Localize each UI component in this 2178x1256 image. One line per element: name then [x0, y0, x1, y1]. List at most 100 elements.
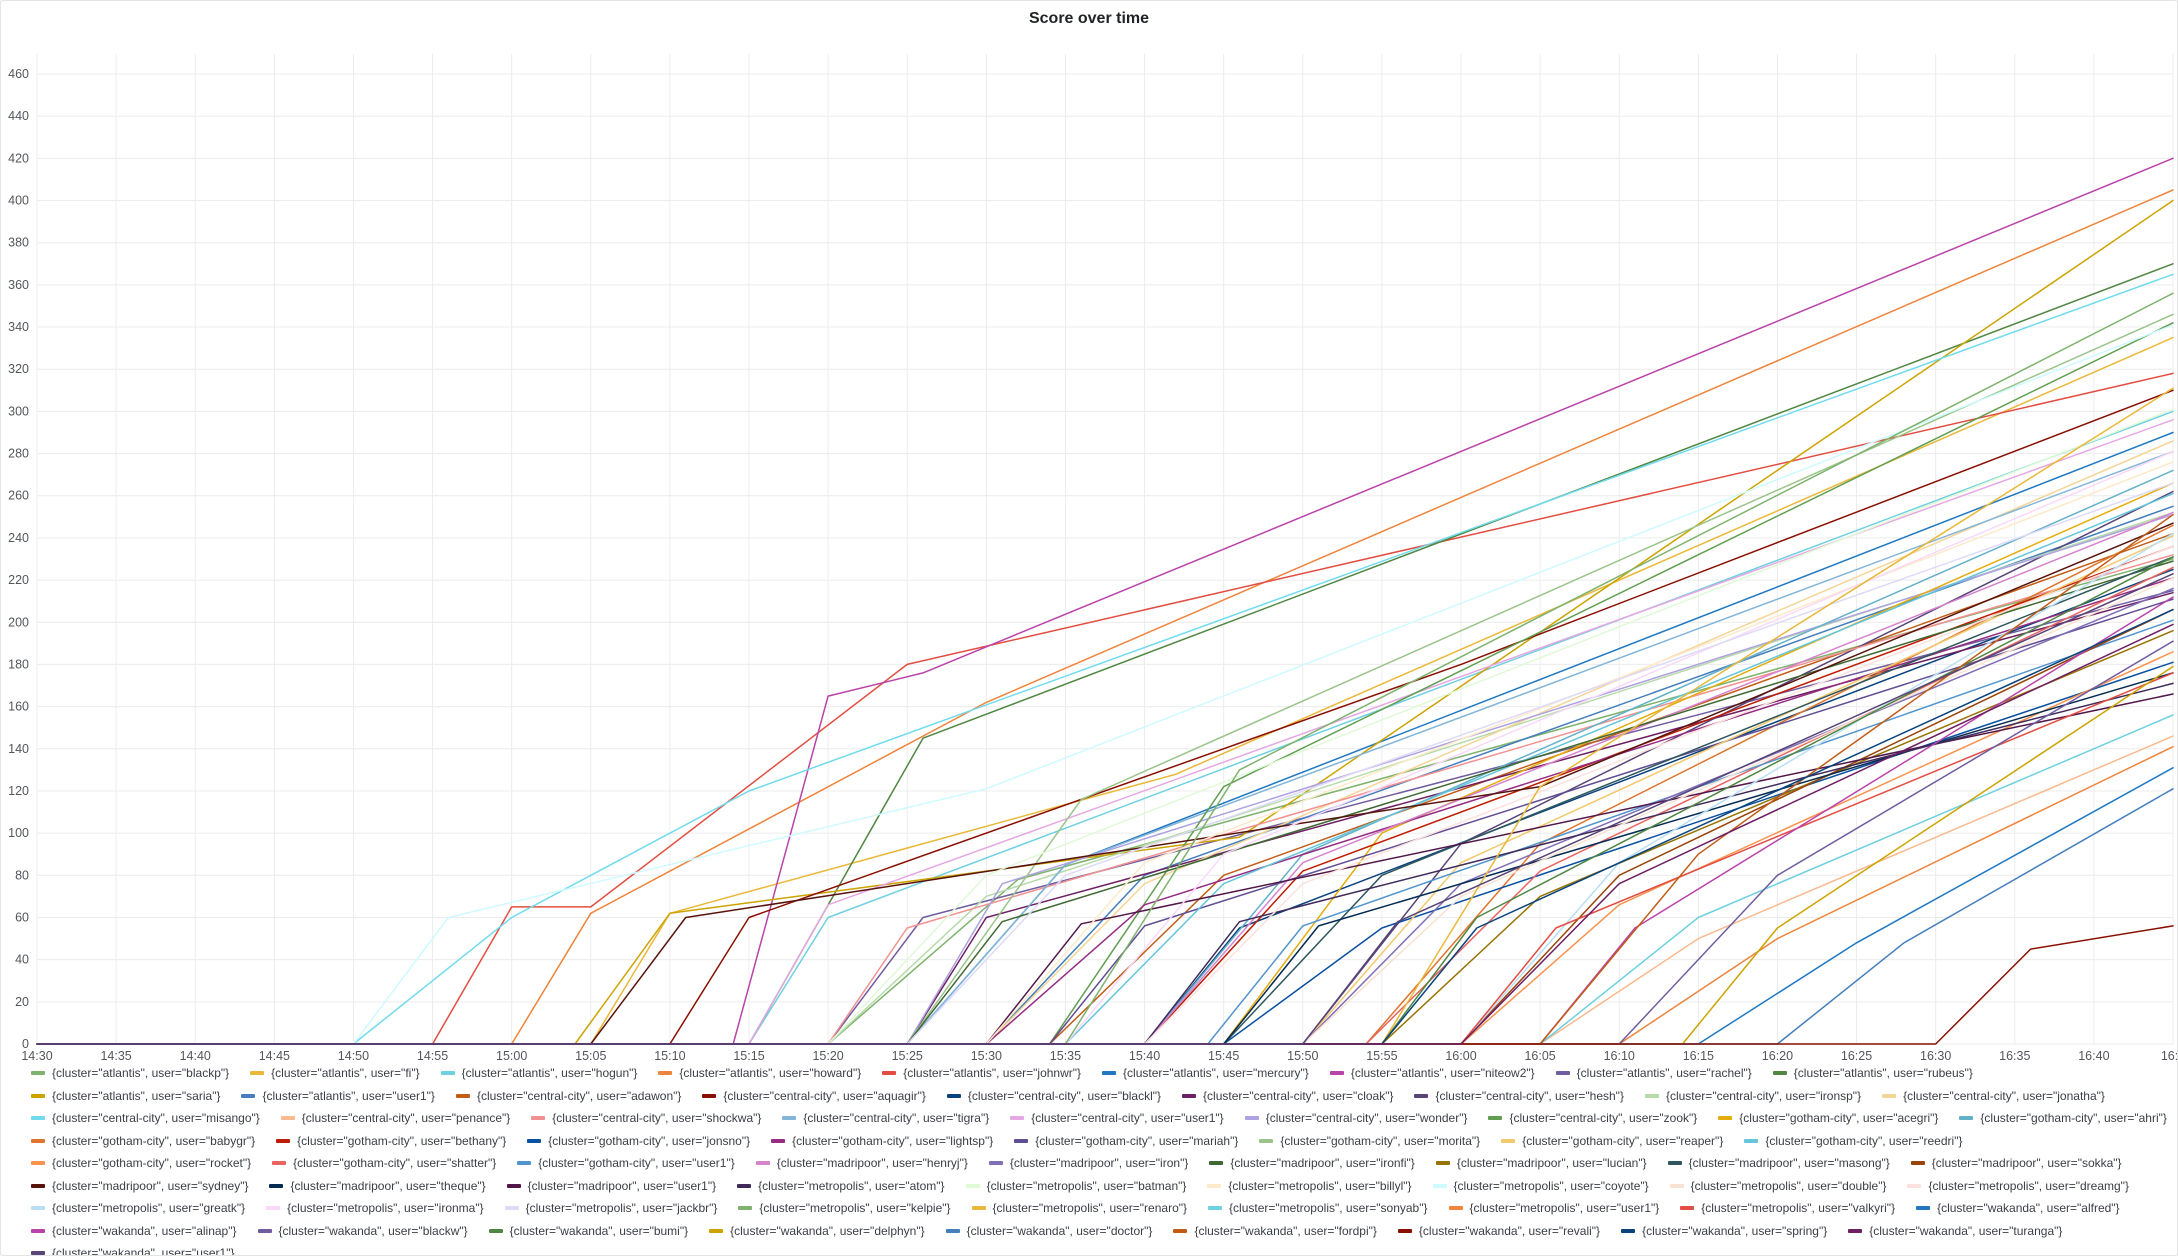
legend-item-metropolis-coyote[interactable]: {cluster="metropolis", user="coyote"}	[1432, 1178, 1649, 1195]
legend-item-gotham-city-morita[interactable]: {cluster="gotham-city", user="morita"}	[1259, 1133, 1480, 1150]
legend-swatch	[31, 1183, 45, 1188]
y-tick-label: 460	[8, 67, 29, 81]
legend-item-wakanda-alfred[interactable]: {cluster="wakanda", user="alfred"}	[1916, 1200, 2120, 1217]
legend-label: {cluster="gotham-city", user="lightsp"}	[792, 1133, 994, 1148]
legend-swatch	[658, 1071, 673, 1076]
legend-item-gotham-city-acegri[interactable]: {cluster="gotham-city", user="acegri"}	[1718, 1110, 1938, 1127]
y-tick-label: 40	[15, 953, 29, 967]
legend-item-metropolis-ironma[interactable]: {cluster="metropolis", user="ironma"}	[266, 1200, 484, 1217]
legend-item-metropolis-jackbr[interactable]: {cluster="metropolis", user="jackbr"}	[504, 1200, 717, 1217]
y-tick-label: 320	[8, 362, 29, 376]
legend-item-central-city-tigra[interactable]: {cluster="central-city", user="tigra"}	[782, 1110, 989, 1127]
legend-swatch	[971, 1206, 986, 1211]
legend-item-central-city-shockwa[interactable]: {cluster="central-city", user="shockwa"}	[531, 1110, 761, 1127]
legend-item-madripoor-lucian[interactable]: {cluster="madripoor", user="lucian"}	[1435, 1155, 1647, 1172]
legend-item-gotham-city-ahri[interactable]: {cluster="gotham-city", user="ahri"}	[1959, 1110, 2167, 1127]
legend-item-madripoor-theque[interactable]: {cluster="madripoor", user="theque"}	[269, 1178, 486, 1195]
legend-label: {cluster="central-city", user="aquagir"}	[723, 1088, 926, 1103]
legend-item-metropolis-billyl[interactable]: {cluster="metropolis", user="billyl"}	[1207, 1178, 1412, 1195]
legend-swatch	[31, 1251, 45, 1255]
legend-item-metropolis-valkyri[interactable]: {cluster="metropolis", user="valkyri"}	[1680, 1200, 1895, 1217]
legend-item-atlantis-rachel[interactable]: {cluster="atlantis", user="rachel"}	[1555, 1065, 1752, 1082]
legend-item-central-city-blackl[interactable]: {cluster="central-city", user="blackl"}	[946, 1088, 1161, 1105]
legend-item-madripoor-sydney[interactable]: {cluster="madripoor", user="sydney"}	[31, 1178, 248, 1195]
legend-item-gotham-city-user1[interactable]: {cluster="gotham-city", user="user1"}	[517, 1155, 735, 1172]
x-tick-label: 15:55	[1366, 1049, 1397, 1063]
legend-item-central-city-hesh[interactable]: {cluster="central-city", user="hesh"}	[1414, 1088, 1624, 1105]
legend-item-metropolis-atom[interactable]: {cluster="metropolis", user="atom"}	[737, 1178, 945, 1195]
legend-item-atlantis-johnwr[interactable]: {cluster="atlantis", user="johnwr"}	[882, 1065, 1081, 1082]
legend-item-atlantis-fi[interactable]: {cluster="atlantis", user="fi"}	[250, 1065, 420, 1082]
legend-item-atlantis-mercury[interactable]: {cluster="atlantis", user="mercury"}	[1102, 1065, 1309, 1082]
legend-swatch	[517, 1161, 532, 1166]
legend-label: {cluster="wakanda", user="alfred"}	[1937, 1201, 2120, 1216]
legend-item-central-city-cloak[interactable]: {cluster="central-city", user="cloak"}	[1182, 1088, 1393, 1105]
legend-item-atlantis-niteow2[interactable]: {cluster="atlantis", user="niteow2"}	[1329, 1065, 1535, 1082]
legend-label: {cluster="atlantis", user="user1"}	[262, 1088, 435, 1103]
legend-item-metropolis-dreamg[interactable]: {cluster="metropolis", user="dreamg"}	[1907, 1178, 2129, 1195]
legend-item-gotham-city-reaper[interactable]: {cluster="gotham-city", user="reaper"}	[1501, 1133, 1723, 1150]
legend-item-central-city-jonatha[interactable]: {cluster="central-city", user="jonatha"}	[1882, 1088, 2105, 1105]
legend-item-metropolis-kelpie[interactable]: {cluster="metropolis", user="kelpie"}	[738, 1200, 951, 1217]
legend-item-gotham-city-rocket[interactable]: {cluster="gotham-city", user="rocket"}	[31, 1155, 251, 1172]
legend-label: {cluster="madripoor", user="user1"}	[527, 1178, 717, 1193]
legend-item-madripoor-ironfi[interactable]: {cluster="madripoor", user="ironfi"}	[1209, 1155, 1415, 1172]
legend-item-gotham-city-mariah[interactable]: {cluster="gotham-city", user="mariah"}	[1014, 1133, 1238, 1150]
legend-item-gotham-city-reedri[interactable]: {cluster="gotham-city", user="reedri"}	[1744, 1133, 1962, 1150]
legend-item-gotham-city-lightsp[interactable]: {cluster="gotham-city", user="lightsp"}	[771, 1133, 993, 1150]
legend-item-wakanda-doctor[interactable]: {cluster="wakanda", user="doctor"}	[945, 1223, 1152, 1240]
legend-item-wakanda-revali[interactable]: {cluster="wakanda", user="revali"}	[1397, 1223, 1600, 1240]
legend-item-madripoor-sokka[interactable]: {cluster="madripoor", user="sokka"}	[1910, 1155, 2122, 1172]
legend-item-madripoor-masong[interactable]: {cluster="madripoor", user="masong"}	[1667, 1155, 1890, 1172]
legend-item-atlantis-user1[interactable]: {cluster="atlantis", user="user1"}	[241, 1088, 435, 1105]
legend-item-atlantis-blackp[interactable]: {cluster="atlantis", user="blackp"}	[31, 1065, 229, 1082]
legend-item-metropolis-sonyab[interactable]: {cluster="metropolis", user="sonyab"}	[1208, 1200, 1428, 1217]
legend-item-central-city-misango[interactable]: {cluster="central-city", user="misango"}	[31, 1110, 260, 1127]
chart-plot-area[interactable]	[37, 54, 2173, 1044]
legend-item-central-city-penance[interactable]: {cluster="central-city", user="penance"}	[280, 1110, 510, 1127]
legend-item-madripoor-henryj[interactable]: {cluster="madripoor", user="henryj"}	[755, 1155, 968, 1172]
x-tick-label: 16:15	[1683, 1049, 1714, 1063]
legend-item-wakanda-alinap[interactable]: {cluster="wakanda", user="alinap"}	[31, 1223, 237, 1240]
legend-item-central-city-wonder[interactable]: {cluster="central-city", user="wonder"}	[1244, 1110, 1467, 1127]
legend-item-wakanda-user1[interactable]: {cluster="wakanda", user="user1"}	[31, 1245, 234, 1255]
legend-item-central-city-zook[interactable]: {cluster="central-city", user="zook"}	[1488, 1110, 1697, 1127]
legend-item-wakanda-turanga[interactable]: {cluster="wakanda", user="turanga"}	[1848, 1223, 2062, 1240]
legend-item-gotham-city-bethany[interactable]: {cluster="gotham-city", user="bethany"}	[276, 1133, 506, 1150]
legend-item-gotham-city-babygr[interactable]: {cluster="gotham-city", user="babygr"}	[31, 1133, 255, 1150]
legend-item-central-city-aquagir[interactable]: {cluster="central-city", user="aquagir"}	[702, 1088, 926, 1105]
legend-item-atlantis-howard[interactable]: {cluster="atlantis", user="howard"}	[658, 1065, 861, 1082]
legend-label: {cluster="atlantis", user="blackp"}	[52, 1066, 230, 1081]
legend-item-madripoor-iron[interactable]: {cluster="madripoor", user="iron"}	[988, 1155, 1188, 1172]
legend-item-atlantis-saria[interactable]: {cluster="atlantis", user="saria"}	[31, 1088, 220, 1105]
legend-label: {cluster="metropolis", user="renaro"}	[992, 1201, 1188, 1216]
legend-swatch	[1432, 1183, 1447, 1188]
legend-item-gotham-city-shatter[interactable]: {cluster="gotham-city", user="shatter"}	[272, 1155, 496, 1172]
legend-item-atlantis-hogun[interactable]: {cluster="atlantis", user="hogun"}	[440, 1065, 637, 1082]
legend-item-central-city-ironsp[interactable]: {cluster="central-city", user="ironsp"}	[1644, 1088, 1861, 1105]
legend-item-wakanda-delphyn[interactable]: {cluster="wakanda", user="delphyn"}	[709, 1223, 925, 1240]
legend-item-metropolis-renaro[interactable]: {cluster="metropolis", user="renaro"}	[971, 1200, 1188, 1217]
legend-label: {cluster="wakanda", user="blackw"}	[278, 1223, 468, 1238]
legend-label: {cluster="wakanda", user="bumi"}	[509, 1223, 689, 1238]
legend-label: {cluster="metropolis", user="sonyab"}	[1229, 1201, 1428, 1216]
legend-swatch	[272, 1161, 287, 1166]
legend-item-wakanda-spring[interactable]: {cluster="wakanda", user="spring"}	[1621, 1223, 1827, 1240]
legend-item-metropolis-greatk[interactable]: {cluster="metropolis", user="greatk"}	[31, 1200, 245, 1217]
legend-item-central-city-user1[interactable]: {cluster="central-city", user="user1"}	[1010, 1110, 1224, 1127]
legend-label: {cluster="metropolis", user="greatk"}	[52, 1201, 246, 1216]
legend-item-wakanda-blackw[interactable]: {cluster="wakanda", user="blackw"}	[257, 1223, 468, 1240]
legend-item-atlantis-rubeus[interactable]: {cluster="atlantis", user="rubeus"}	[1772, 1065, 1973, 1082]
panel-title[interactable]: Score over time	[1028, 10, 1150, 27]
legend-swatch	[1916, 1206, 1931, 1211]
legend-label: {cluster="madripoor", user="sokka"}	[1931, 1156, 2122, 1171]
legend-item-central-city-adawon[interactable]: {cluster="central-city", user="adawon"}	[455, 1088, 681, 1105]
legend-item-madripoor-user1[interactable]: {cluster="madripoor", user="user1"}	[506, 1178, 717, 1195]
legend-item-wakanda-fordpi[interactable]: {cluster="wakanda", user="fordpi"}	[1173, 1223, 1377, 1240]
legend-item-gotham-city-jonsno[interactable]: {cluster="gotham-city", user="jonsno"}	[527, 1133, 750, 1150]
legend-item-metropolis-batman[interactable]: {cluster="metropolis", user="batman"}	[965, 1178, 1186, 1195]
legend-item-wakanda-bumi[interactable]: {cluster="wakanda", user="bumi"}	[488, 1223, 689, 1240]
legend-item-metropolis-user1[interactable]: {cluster="metropolis", user="user1"}	[1448, 1200, 1659, 1217]
legend-item-metropolis-double[interactable]: {cluster="metropolis", user="double"}	[1669, 1178, 1886, 1195]
